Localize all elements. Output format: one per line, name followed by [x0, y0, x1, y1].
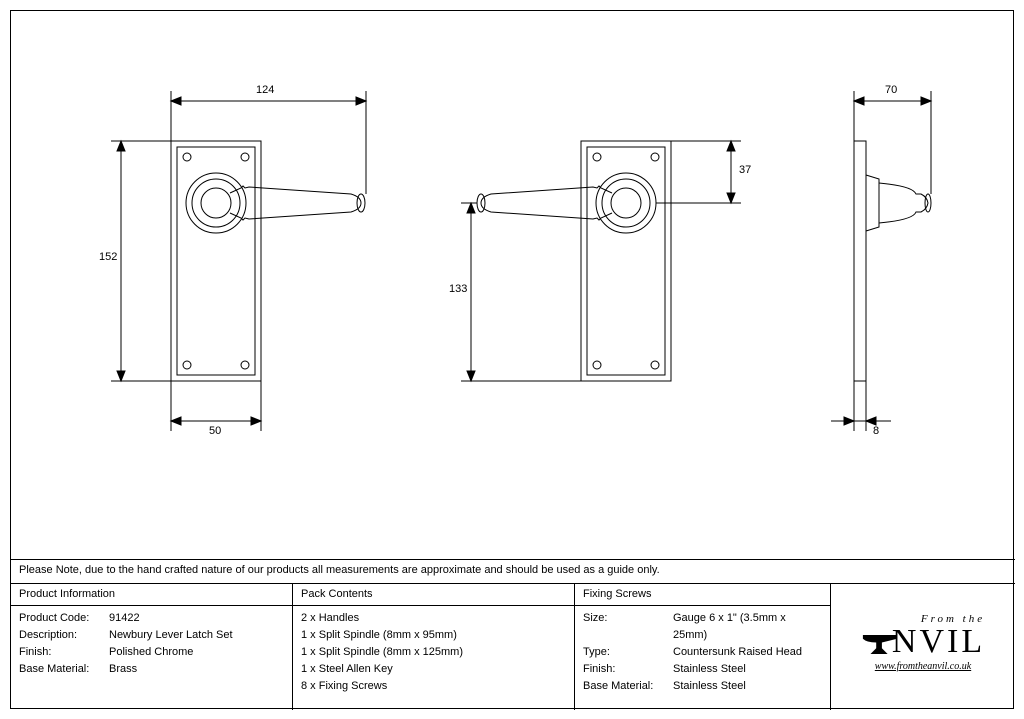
kv-label: Type: — [583, 644, 673, 661]
page-frame: 152 50 124 133 37 70 8 Please Note, due … — [10, 10, 1014, 709]
table-row: Finish:Stainless Steel — [583, 661, 822, 678]
kv-label: Description: — [19, 627, 109, 644]
list-item: 1 x Split Spindle (8mm x 125mm) — [301, 644, 566, 661]
kv-value: Countersunk Raised Head — [673, 644, 822, 661]
table-row: Base Material:Brass — [19, 661, 284, 678]
note-bar: Please Note, due to the hand crafted nat… — [11, 559, 1015, 583]
list-item: 2 x Handles — [301, 610, 566, 627]
dim-lever-overall: 124 — [256, 84, 274, 96]
list-item: 1 x Split Spindle (8mm x 95mm) — [301, 627, 566, 644]
logo-column: From the NVIL www.fromtheanvil.co.uk — [831, 584, 1015, 710]
kv-label: Finish: — [583, 661, 673, 678]
col-product: Product Information Product Code:91422 D… — [11, 584, 293, 710]
col-pack-body: 2 x Handles 1 x Split Spindle (8mm x 95m… — [293, 606, 574, 699]
kv-label: Base Material: — [19, 661, 109, 678]
list-item: 1 x Steel Allen Key — [301, 661, 566, 678]
brand-logo: From the NVIL — [861, 623, 985, 661]
col-pack-header: Pack Contents — [293, 584, 574, 606]
info-area: Product Information Product Code:91422 D… — [11, 583, 1015, 710]
logo-url: www.fromtheanvil.co.uk — [875, 661, 971, 672]
col-fixing-body: Size:Gauge 6 x 1" (3.5mm x 25mm) Type:Co… — [575, 606, 830, 699]
col-product-header: Product Information — [11, 584, 292, 606]
dim-plate-height: 152 — [99, 251, 117, 263]
dim-side-width: 70 — [885, 84, 897, 96]
table-row: Description:Newbury Lever Latch Set — [19, 627, 284, 644]
kv-label: Base Material: — [583, 678, 673, 695]
kv-value: Polished Chrome — [109, 644, 284, 661]
kv-value: Stainless Steel — [673, 678, 822, 695]
kv-value: 91422 — [109, 610, 284, 627]
anvil-icon — [861, 631, 899, 656]
kv-value: Gauge 6 x 1" (3.5mm x 25mm) — [673, 610, 822, 644]
dim-plate-width: 50 — [209, 425, 221, 437]
table-row: Type:Countersunk Raised Head — [583, 644, 822, 661]
kv-label: Product Code: — [19, 610, 109, 627]
col-pack: Pack Contents 2 x Handles 1 x Split Spin… — [293, 584, 575, 710]
technical-drawing: 152 50 124 133 37 70 8 — [11, 11, 1015, 559]
drawing-svg — [11, 11, 1015, 559]
logo-brand-text: NVIL — [892, 623, 985, 660]
kv-value: Brass — [109, 661, 284, 678]
col-product-body: Product Code:91422 Description:Newbury L… — [11, 606, 292, 682]
note-text: Please Note, due to the hand crafted nat… — [19, 564, 660, 576]
kv-label: Size: — [583, 610, 673, 644]
table-row: Product Code:91422 — [19, 610, 284, 627]
col-fixing-header: Fixing Screws — [575, 584, 830, 606]
dim-side-depth: 8 — [873, 425, 879, 437]
dim-lever-rise: 37 — [739, 164, 751, 176]
kv-label: Finish: — [19, 644, 109, 661]
table-row: Size:Gauge 6 x 1" (3.5mm x 25mm) — [583, 610, 822, 644]
logo-from-text: From the — [921, 613, 985, 625]
kv-value: Newbury Lever Latch Set — [109, 627, 284, 644]
list-item: 8 x Fixing Screws — [301, 678, 566, 695]
table-row: Base Material:Stainless Steel — [583, 678, 822, 695]
table-row: Finish:Polished Chrome — [19, 644, 284, 661]
dim-center-height: 133 — [449, 283, 467, 295]
col-fixing: Fixing Screws Size:Gauge 6 x 1" (3.5mm x… — [575, 584, 831, 710]
kv-value: Stainless Steel — [673, 661, 822, 678]
